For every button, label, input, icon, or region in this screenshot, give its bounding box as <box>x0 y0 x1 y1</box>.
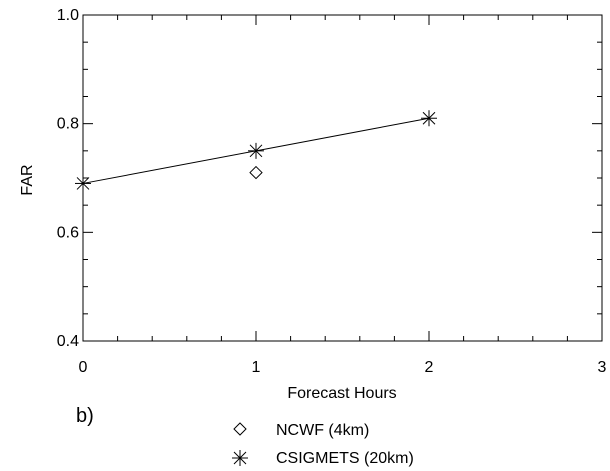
legend-label-csigmets: CSIGMETS (20km) <box>276 450 414 467</box>
data-point-asterisk <box>75 175 91 192</box>
y-tick-label: 1.0 <box>57 7 79 24</box>
data-point-asterisk <box>421 110 437 127</box>
tick-labels: 0 1 2 3 0.4 0.6 0.8 1.0 <box>57 7 607 376</box>
series-layer <box>75 110 437 192</box>
legend-item-ncwf: NCWF (4km) <box>233 422 369 439</box>
data-point-asterisk <box>248 142 264 159</box>
y-tick-label: 0.6 <box>57 224 79 241</box>
asterisk-icon <box>232 450 248 466</box>
axis-ticks <box>82 14 603 342</box>
x-tick-label: 2 <box>425 359 434 376</box>
diamond-icon <box>233 422 247 436</box>
panel-label: b) <box>76 405 94 427</box>
asterisk-stroke <box>249 144 263 158</box>
legend-item-csigmets: CSIGMETS (20km) <box>232 450 414 467</box>
data-point-diamond <box>249 165 263 180</box>
y-tick-label: 0.8 <box>57 116 79 133</box>
asterisk-stroke <box>422 111 436 125</box>
legend: NCWF (4km) CSIGMETS (20km) <box>232 422 414 467</box>
x-tick-label: 0 <box>79 359 88 376</box>
x-tick-label: 1 <box>252 359 261 376</box>
legend-label-ncwf: NCWF (4km) <box>276 422 369 439</box>
plot-frame <box>82 14 603 342</box>
asterisk-stroke <box>76 177 90 190</box>
x-axis-title: Forecast Hours <box>287 385 396 402</box>
y-tick-label: 0.4 <box>57 333 79 350</box>
x-tick-label: 3 <box>598 359 607 376</box>
y-axis-title: FAR <box>19 164 36 195</box>
